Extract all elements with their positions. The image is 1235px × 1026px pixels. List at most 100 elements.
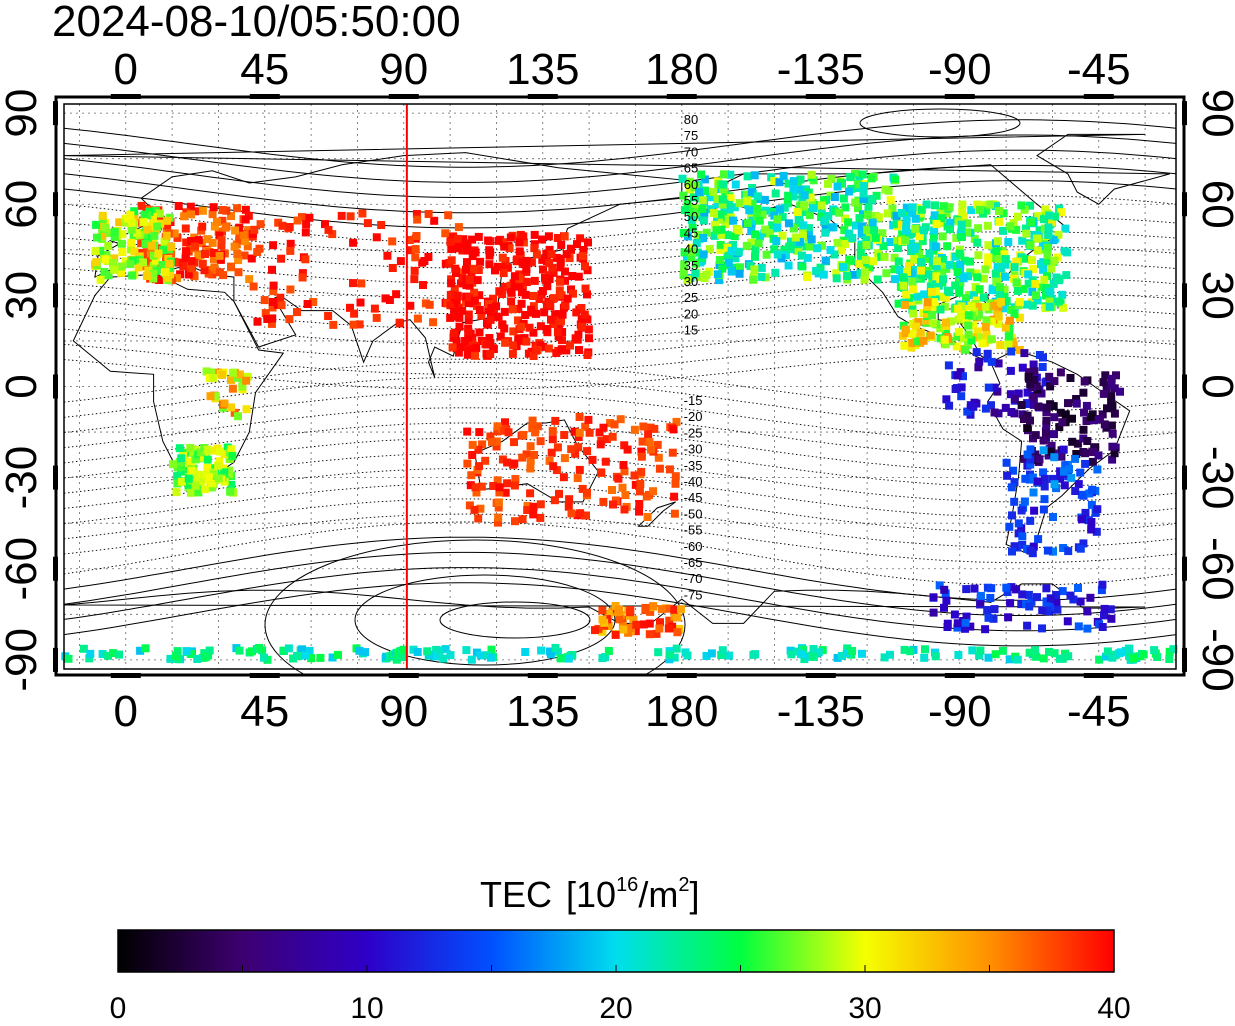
tec-cell — [475, 428, 484, 437]
tec-cell — [165, 259, 174, 268]
frame-tick — [110, 94, 141, 99]
tec-cell — [952, 234, 961, 242]
tec-cell — [546, 650, 555, 659]
tec-cell — [458, 246, 467, 255]
tec-cell — [476, 257, 485, 266]
tec-cell — [489, 345, 498, 353]
tec-cell — [1039, 468, 1048, 477]
tec-cell — [1076, 597, 1085, 606]
tec-cell — [858, 649, 866, 658]
tec-cell — [996, 262, 1005, 271]
tec-cell — [383, 251, 392, 260]
tec-cell — [1044, 231, 1053, 240]
tec-cell — [1024, 270, 1033, 279]
tec-cell — [1010, 310, 1019, 319]
tec-cell — [267, 319, 276, 328]
tec-cell — [687, 253, 696, 262]
tec-cell — [1018, 363, 1027, 372]
tec-cell — [1026, 241, 1035, 249]
tec-cell — [495, 488, 504, 497]
tec-cell — [837, 651, 846, 660]
tec-cell — [210, 470, 218, 479]
tec-cell — [890, 275, 899, 284]
tec-cell — [228, 368, 237, 377]
tec-cell — [570, 427, 579, 436]
tec-cell — [1107, 392, 1116, 401]
tec-cell — [798, 262, 807, 271]
tec-cell — [1033, 593, 1041, 602]
tec-cell — [455, 240, 464, 249]
tec-cell — [215, 457, 224, 466]
tec-cell — [577, 315, 586, 324]
tec-cell — [784, 179, 793, 188]
tec-cell — [886, 195, 895, 204]
tec-cell — [920, 653, 929, 662]
tec-cell — [854, 204, 862, 213]
contour-label: -55 — [684, 523, 703, 538]
right-lat-label: -30 — [1193, 446, 1235, 510]
tec-cell — [398, 653, 407, 662]
tec-cell — [355, 646, 364, 655]
tec-cell — [213, 218, 221, 226]
tec-cell — [1015, 346, 1024, 354]
tec-cell — [599, 423, 608, 432]
tec-cell — [908, 329, 917, 338]
tec-cell — [762, 250, 771, 259]
tec-cell — [1033, 296, 1042, 305]
tec-cell — [864, 202, 873, 211]
tec-cell — [396, 257, 405, 266]
contour-label: 55 — [684, 193, 698, 208]
tec-cell — [680, 248, 689, 257]
tec-cell — [816, 263, 825, 272]
tec-cell — [475, 291, 484, 300]
map-panel: 8075706560555045403530252015-15-20-25-30… — [53, 94, 1187, 678]
tec-cell — [964, 272, 972, 281]
tec-cell — [1018, 590, 1027, 599]
tec-cell — [973, 327, 982, 336]
tec-cell — [727, 246, 736, 255]
tec-cell — [819, 270, 828, 279]
tec-cell — [235, 223, 244, 232]
tec-cell — [495, 483, 504, 492]
tec-cell — [903, 267, 911, 276]
tec-cell — [973, 273, 982, 282]
tec-cell — [928, 287, 936, 296]
tec-cell — [960, 256, 969, 265]
tec-cell — [583, 290, 591, 299]
tec-cell — [939, 202, 948, 211]
tec-cell — [743, 219, 752, 228]
tec-cell — [500, 307, 509, 316]
tec-cell — [581, 284, 590, 293]
tec-cell — [807, 235, 816, 244]
tec-cell — [444, 211, 453, 220]
tec-cell — [719, 180, 728, 189]
tec-cell — [1042, 291, 1050, 300]
tec-cell — [1072, 399, 1081, 408]
tec-cell — [962, 585, 971, 594]
tec-cell — [1020, 205, 1029, 214]
tec-cell — [522, 278, 531, 286]
contour-label: -35 — [684, 458, 703, 473]
tec-cell — [1031, 431, 1040, 440]
tec-cell — [821, 228, 830, 237]
tec-cell — [665, 465, 674, 474]
tec-cell — [1007, 347, 1016, 356]
tec-cell — [191, 207, 200, 216]
tec-cell — [610, 420, 619, 429]
tec-cell — [973, 303, 982, 311]
tec-cell — [809, 645, 818, 653]
tec-cell — [991, 269, 1000, 278]
tec-cell — [751, 245, 760, 254]
tec-cell — [278, 221, 287, 230]
tec-cell — [964, 311, 973, 320]
tec-cell — [474, 445, 483, 454]
tec-cell — [779, 171, 788, 180]
contour-label: 60 — [684, 177, 698, 192]
tec-cell — [899, 281, 908, 290]
tec-cell — [1117, 648, 1126, 657]
tec-cell — [954, 651, 963, 659]
tec-cell — [1089, 448, 1098, 456]
contour-label: 40 — [684, 242, 698, 257]
tec-cell — [702, 270, 711, 279]
tec-cell — [532, 309, 540, 318]
